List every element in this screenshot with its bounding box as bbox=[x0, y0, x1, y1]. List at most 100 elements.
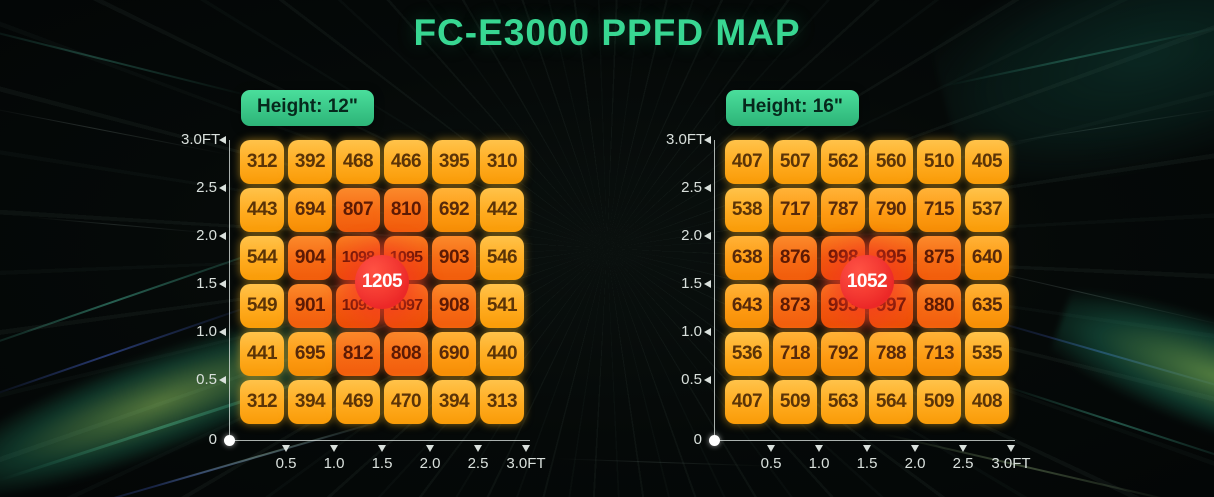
x-axis-label: 2.5 bbox=[952, 455, 974, 472]
ppfd-cell: 394 bbox=[432, 380, 476, 424]
ppfd-cell: 908 bbox=[432, 284, 476, 328]
y-axis-label: 2.5 bbox=[681, 179, 702, 196]
ppfd-cell: 537 bbox=[965, 188, 1009, 232]
ppfd-cell: 544 bbox=[240, 236, 284, 280]
ppfd-cell: 509 bbox=[917, 380, 961, 424]
x-axis-label: 3.0FT bbox=[991, 455, 1031, 472]
x-axis-label: 1.0 bbox=[808, 455, 830, 472]
ppfd-panel-height-12: Height: 12" 3.0FT 2.5 2.0 1.5 1.0 0.5 0 0.5 1.0 1… bbox=[181, 88, 546, 488]
ppfd-cell: 310 bbox=[480, 140, 524, 184]
x-axis-tick bbox=[911, 445, 919, 452]
ppfd-cell: 441 bbox=[240, 332, 284, 376]
ppfd-cell: 312 bbox=[240, 380, 284, 424]
x-axis-label: 1.5 bbox=[371, 455, 393, 472]
ppfd-cell: 538 bbox=[725, 188, 769, 232]
x-axis-tick bbox=[815, 445, 823, 452]
origin-dot bbox=[224, 435, 235, 446]
x-axis-tick bbox=[330, 445, 338, 452]
x-axis-label: 2.0 bbox=[904, 455, 926, 472]
ppfd-cell: 695 bbox=[288, 332, 332, 376]
y-axis-label: 1.5 bbox=[196, 275, 217, 292]
ppfd-cell: 546 bbox=[480, 236, 524, 280]
ppfd-cell: 787 bbox=[821, 188, 865, 232]
origin-dot bbox=[709, 435, 720, 446]
ppfd-panel-height-16: Height: 16" 3.0FT 2.5 2.0 1.5 1.0 0.5 0 0.5 1.0 1… bbox=[666, 88, 1031, 488]
y-axis-label: 0.5 bbox=[681, 371, 702, 388]
ppfd-cell: 718 bbox=[773, 332, 817, 376]
y-axis-tick bbox=[704, 136, 711, 144]
ppfd-cell: 541 bbox=[480, 284, 524, 328]
light-streak bbox=[1001, 107, 1214, 144]
peak-value-badge: 1052 bbox=[806, 221, 928, 343]
ppfd-cell: 807 bbox=[336, 188, 380, 232]
y-axis-tick bbox=[219, 184, 226, 192]
ppfd-cell: 440 bbox=[480, 332, 524, 376]
ppfd-cell: 466 bbox=[384, 140, 428, 184]
y-axis-label: 3.0FT bbox=[666, 131, 706, 148]
light-streak bbox=[1001, 384, 1214, 468]
ppfd-cell: 392 bbox=[288, 140, 332, 184]
ppfd-cell: 876 bbox=[773, 236, 817, 280]
ppfd-cell: 394 bbox=[288, 380, 332, 424]
ppfd-cell: 560 bbox=[869, 140, 913, 184]
x-axis-tick bbox=[426, 445, 434, 452]
ppfd-cell: 690 bbox=[432, 332, 476, 376]
y-axis-tick bbox=[704, 184, 711, 192]
y-axis-line bbox=[714, 140, 715, 441]
x-axis-tick bbox=[1007, 445, 1015, 452]
ppfd-cell: 468 bbox=[336, 140, 380, 184]
x-axis-label: 2.0 bbox=[419, 455, 441, 472]
y-axis-label: 0 bbox=[693, 431, 702, 448]
peak-value-badge: 1205 bbox=[321, 221, 443, 343]
y-axis-label: 0.5 bbox=[196, 371, 217, 388]
y-axis-tick bbox=[704, 280, 711, 288]
ppfd-cell: 313 bbox=[480, 380, 524, 424]
ppfd-cell: 442 bbox=[480, 188, 524, 232]
ppfd-cell: 692 bbox=[432, 188, 476, 232]
y-axis-label: 2.0 bbox=[196, 227, 217, 244]
ppfd-cell: 643 bbox=[725, 284, 769, 328]
y-axis-label: 0 bbox=[208, 431, 217, 448]
y-axis-label: 3.0FT bbox=[181, 131, 221, 148]
y-axis-tick bbox=[704, 328, 711, 336]
x-axis-label: 0.5 bbox=[275, 455, 297, 472]
y-axis-tick bbox=[704, 232, 711, 240]
ppfd-cell: 790 bbox=[869, 188, 913, 232]
ppfd-cell: 562 bbox=[821, 140, 865, 184]
ppfd-cell: 904 bbox=[288, 236, 332, 280]
x-axis-line bbox=[229, 440, 530, 441]
y-axis-tick bbox=[219, 328, 226, 336]
x-axis-tick bbox=[767, 445, 775, 452]
ppfd-cell: 469 bbox=[336, 380, 380, 424]
x-axis-tick bbox=[474, 445, 482, 452]
ppfd-cell: 312 bbox=[240, 140, 284, 184]
y-axis-tick bbox=[219, 136, 226, 144]
y-axis-tick bbox=[704, 376, 711, 384]
x-axis-tick bbox=[522, 445, 530, 452]
ppfd-cell: 694 bbox=[288, 188, 332, 232]
x-axis-tick bbox=[282, 445, 290, 452]
height-16-badge: Height: 16" bbox=[726, 90, 859, 126]
x-axis-label: 1.5 bbox=[856, 455, 878, 472]
x-axis-tick bbox=[378, 445, 386, 452]
ppfd-cell: 535 bbox=[965, 332, 1009, 376]
ppfd-cell: 873 bbox=[773, 284, 817, 328]
ppfd-cell: 640 bbox=[965, 236, 1009, 280]
ppfd-cell: 635 bbox=[965, 284, 1009, 328]
ppfd-cell: 536 bbox=[725, 332, 769, 376]
y-axis-label: 1.0 bbox=[196, 323, 217, 340]
y-axis-line bbox=[229, 140, 230, 441]
ppfd-cell: 507 bbox=[773, 140, 817, 184]
x-axis-label: 1.0 bbox=[323, 455, 345, 472]
ppfd-plot-16: 3.0FT 2.5 2.0 1.5 1.0 0.5 0 0.5 1.0 1.5 2.0 2.5 3.0F… bbox=[666, 88, 1031, 488]
ppfd-cell: 405 bbox=[965, 140, 1009, 184]
y-axis-tick bbox=[219, 376, 226, 384]
ppfd-cell: 407 bbox=[725, 140, 769, 184]
y-axis-label: 1.5 bbox=[681, 275, 702, 292]
x-axis-tick bbox=[959, 445, 967, 452]
ppfd-plot-12: 3.0FT 2.5 2.0 1.5 1.0 0.5 0 0.5 1.0 1.5 2.0 2.5 3.0F… bbox=[181, 88, 546, 488]
ppfd-cell: 875 bbox=[917, 236, 961, 280]
x-axis-tick bbox=[863, 445, 871, 452]
